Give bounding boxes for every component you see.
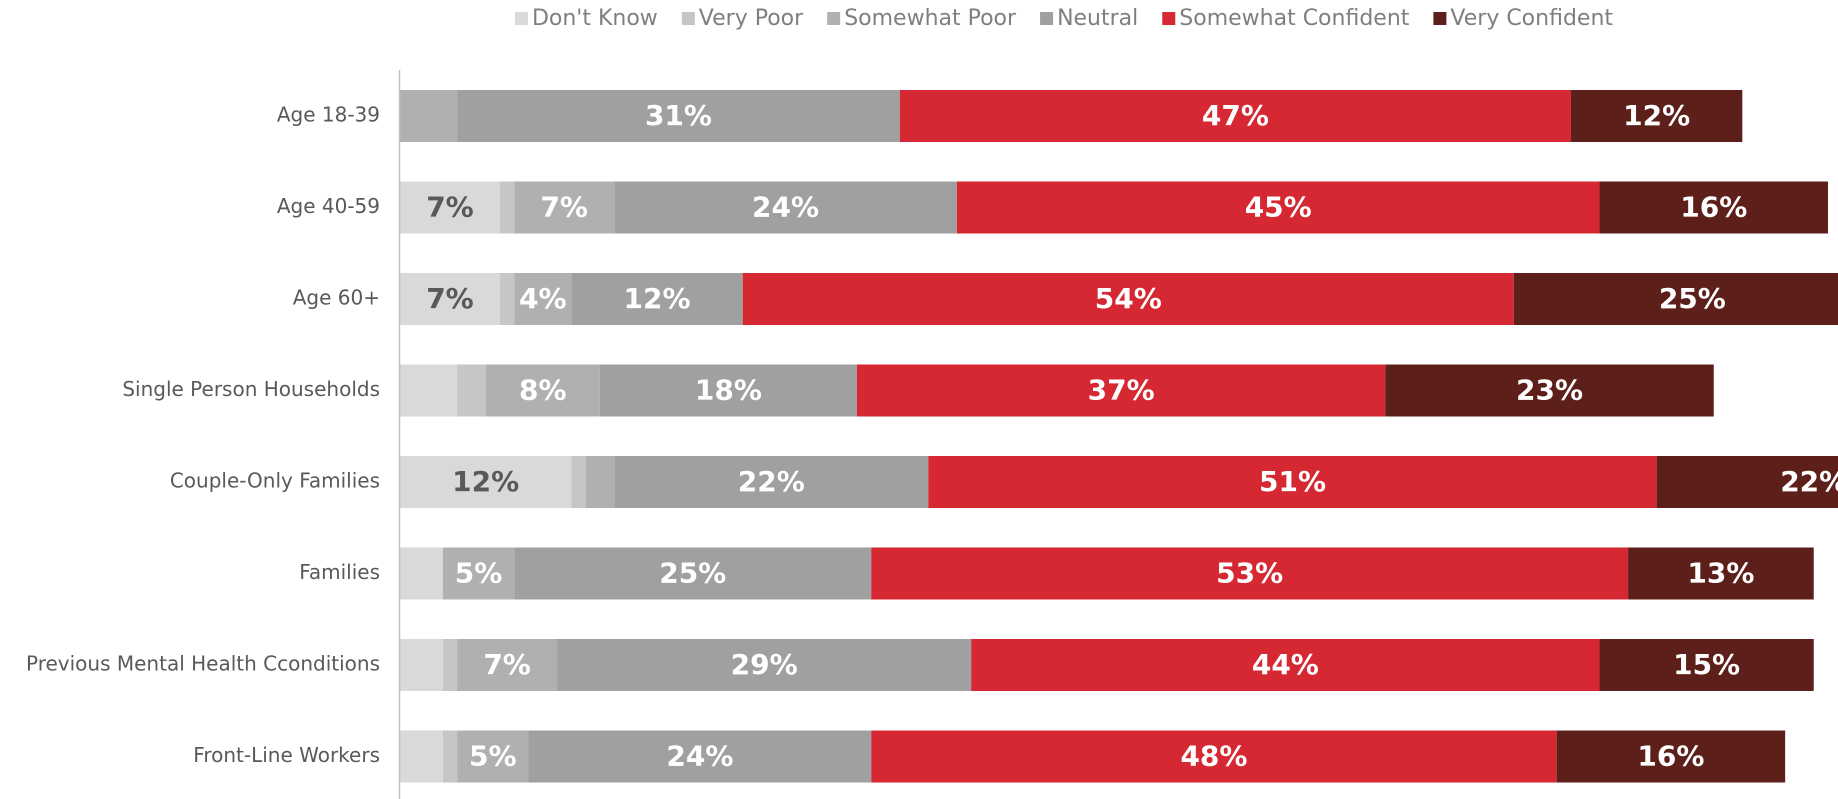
bar-segment	[614, 181, 957, 234]
bar-segment	[400, 456, 572, 508]
bar-segment	[1656, 456, 1838, 508]
value-label: 22%	[1780, 465, 1838, 498]
bar-segment	[485, 364, 600, 417]
value-label: 7%	[483, 648, 531, 681]
legend-swatch	[681, 12, 695, 25]
value-label: 25%	[659, 557, 726, 590]
value-label: 24%	[752, 191, 819, 224]
legend-label: Very Confident	[1450, 6, 1613, 31]
bar-segment	[442, 547, 515, 600]
value-label: 48%	[1180, 740, 1247, 773]
bar-segment	[457, 90, 900, 142]
bar-segment	[528, 730, 872, 783]
bar-segment	[614, 456, 929, 508]
value-label: 51%	[1259, 465, 1326, 498]
bar-segment	[1556, 730, 1786, 783]
value-label: 12%	[624, 282, 691, 315]
bar-segment	[1599, 639, 1814, 691]
legend-label: Somewhat Confident	[1179, 6, 1409, 31]
value-label: 25%	[1659, 282, 1726, 315]
bar-segment	[457, 639, 558, 691]
bar-segment	[956, 181, 1600, 234]
category-label: Families	[299, 560, 380, 584]
bar-segment	[1628, 547, 1814, 600]
category-label: Age 18-39	[277, 103, 380, 127]
bar-segment	[856, 364, 1386, 417]
legend-swatch	[827, 12, 841, 25]
bar-segment	[871, 730, 1557, 783]
value-label: 37%	[1088, 374, 1155, 407]
bar-segment	[400, 364, 458, 417]
category-label: Age 40-59	[277, 194, 380, 218]
value-label: 29%	[731, 648, 798, 681]
value-label: 31%	[645, 99, 712, 132]
bar-segment	[457, 364, 486, 417]
bar-segment	[457, 730, 529, 783]
legend-label: Very Poor	[699, 6, 804, 31]
bar-segment	[442, 730, 458, 783]
category-label: Couple-Only Families	[170, 469, 380, 493]
bar-segment	[585, 456, 615, 508]
bar-segment	[871, 547, 1629, 600]
legend-swatch	[1433, 12, 1447, 25]
value-label: 54%	[1095, 282, 1162, 315]
bar-segment	[971, 639, 1600, 691]
value-label: 53%	[1216, 557, 1283, 590]
bar-segment	[928, 456, 1657, 508]
value-label: 5%	[455, 557, 503, 590]
value-label: 47%	[1202, 99, 1269, 132]
value-label: 7%	[540, 191, 588, 224]
value-label: 45%	[1245, 191, 1312, 224]
value-label: 24%	[666, 740, 733, 773]
value-label: 13%	[1687, 557, 1754, 590]
category-label: Age 60+	[293, 286, 380, 310]
bar-segment	[571, 273, 743, 325]
bar-segment	[1385, 364, 1714, 417]
bar-segment	[1599, 181, 1828, 234]
category-label: Front-Line Workers	[193, 743, 380, 767]
legend-label: Don't Know	[532, 6, 658, 31]
bar-segment	[400, 273, 500, 325]
value-label: 8%	[519, 374, 567, 407]
category-label: Single Person Households	[122, 377, 380, 401]
bar-segment	[514, 547, 872, 600]
value-label: 16%	[1680, 191, 1747, 224]
value-label: 12%	[1623, 99, 1690, 132]
legend-swatch	[514, 12, 528, 25]
bar-segment	[742, 273, 1514, 325]
bar-segment	[571, 456, 586, 508]
value-label: 16%	[1637, 740, 1704, 773]
bar-segment	[400, 639, 443, 691]
value-label: 7%	[426, 282, 474, 315]
bar-segment	[1513, 273, 1838, 325]
bar-segment	[899, 90, 1571, 142]
value-label: 7%	[426, 191, 474, 224]
legend-swatch	[1040, 12, 1054, 25]
value-label: 5%	[469, 740, 517, 773]
value-label: 4%	[519, 282, 567, 315]
legend-swatch	[1162, 12, 1176, 25]
bar-segment	[400, 730, 443, 783]
bar-segment	[400, 90, 458, 142]
category-label: Previous Mental Health Cconditions	[26, 652, 380, 676]
bar-segment	[514, 181, 615, 234]
value-label: 12%	[452, 465, 519, 498]
legend-label: Somewhat Poor	[844, 6, 1017, 31]
value-label: 44%	[1252, 648, 1319, 681]
bar-segment	[400, 181, 500, 234]
bar-segment	[1570, 90, 1743, 142]
value-label: 23%	[1516, 374, 1583, 407]
bar-segment	[499, 273, 515, 325]
bar-segment	[442, 639, 458, 691]
bar-segment	[514, 273, 572, 325]
value-label: 15%	[1673, 648, 1740, 681]
bar-segment	[499, 181, 515, 234]
bar-segment	[400, 547, 443, 600]
value-label: 18%	[695, 374, 762, 407]
bar-segment	[599, 364, 857, 417]
legend-label: Neutral	[1057, 6, 1138, 31]
value-label: 22%	[738, 465, 805, 498]
bar-segment	[557, 639, 972, 691]
